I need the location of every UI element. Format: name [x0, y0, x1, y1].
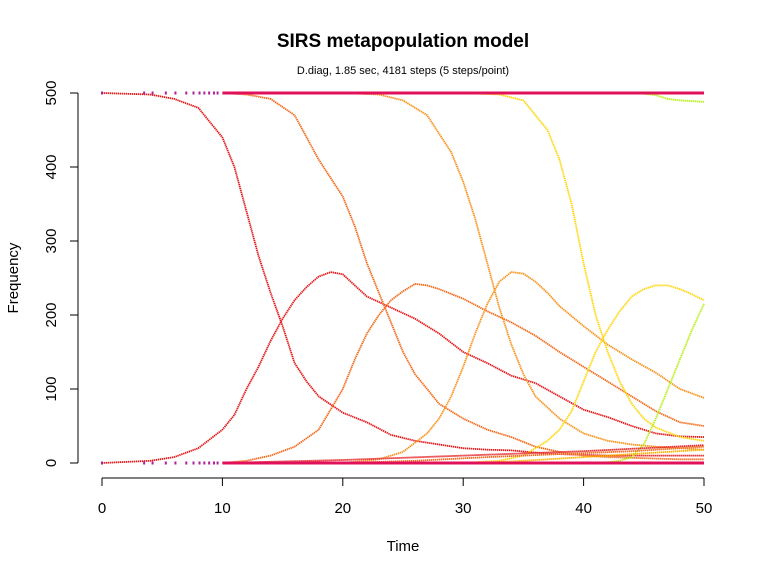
y-tick-label: 300	[43, 228, 60, 253]
x-tick-label: 20	[334, 500, 351, 517]
y-tick-label: 400	[43, 154, 60, 179]
x-axis-label: Time	[387, 538, 420, 555]
boundary-point	[208, 91, 211, 95]
x-axis: 0 10 20 30 40 50	[98, 477, 713, 517]
x-tick-label: 50	[696, 500, 713, 517]
series-line-12	[342, 445, 705, 464]
y-axis-label: Frequency	[5, 242, 22, 313]
series-line-2	[101, 271, 705, 464]
y-tick-label: 100	[43, 376, 60, 401]
boundary-point	[151, 461, 154, 465]
boundary-point	[174, 461, 177, 465]
x-tick-label: 30	[455, 500, 472, 517]
series-line-4	[222, 282, 705, 464]
boundary-point	[185, 461, 188, 465]
boundary-point	[101, 461, 103, 465]
boundary-point	[212, 461, 215, 465]
boundary-point	[164, 91, 167, 95]
boundary-point	[198, 91, 201, 95]
boundary-point	[174, 91, 177, 95]
boundary-point	[203, 91, 206, 95]
boundary-point	[216, 91, 219, 95]
chart-title: SIRS metapopulation model	[277, 31, 529, 52]
boundary-point	[143, 91, 146, 95]
boundary-point	[101, 91, 103, 95]
y-tick-label: 200	[43, 302, 60, 327]
x-tick-label: 40	[575, 500, 592, 517]
series-line-7	[463, 92, 705, 442]
series-line-5	[342, 92, 705, 451]
series-line-8	[463, 284, 705, 464]
series-line-1	[101, 92, 704, 457]
x-tick-label: 0	[98, 500, 106, 517]
chart-subtitle: D.diag, 1.85 sec, 4181 steps (5 steps/po…	[297, 65, 509, 77]
boundary-point	[192, 91, 195, 95]
y-tick-label: 0	[43, 459, 60, 467]
boundary-point	[208, 461, 211, 465]
boundary-point	[198, 461, 201, 465]
series-line-13	[222, 444, 705, 464]
boundary-point	[192, 461, 195, 465]
y-tick-label: 500	[43, 80, 60, 105]
y-axis: 0 100 200 300 400 500	[43, 80, 79, 467]
boundary-point	[203, 461, 206, 465]
boundary-point	[212, 91, 215, 95]
series-line-6	[342, 271, 705, 464]
series-line-3	[222, 92, 704, 461]
boundary-point	[143, 461, 146, 465]
boundary-point	[185, 91, 188, 95]
plot-area	[101, 91, 705, 465]
boundary-point	[151, 91, 154, 95]
boundary-point	[216, 461, 219, 465]
x-tick-label: 10	[214, 500, 231, 517]
boundary-point	[164, 461, 167, 465]
